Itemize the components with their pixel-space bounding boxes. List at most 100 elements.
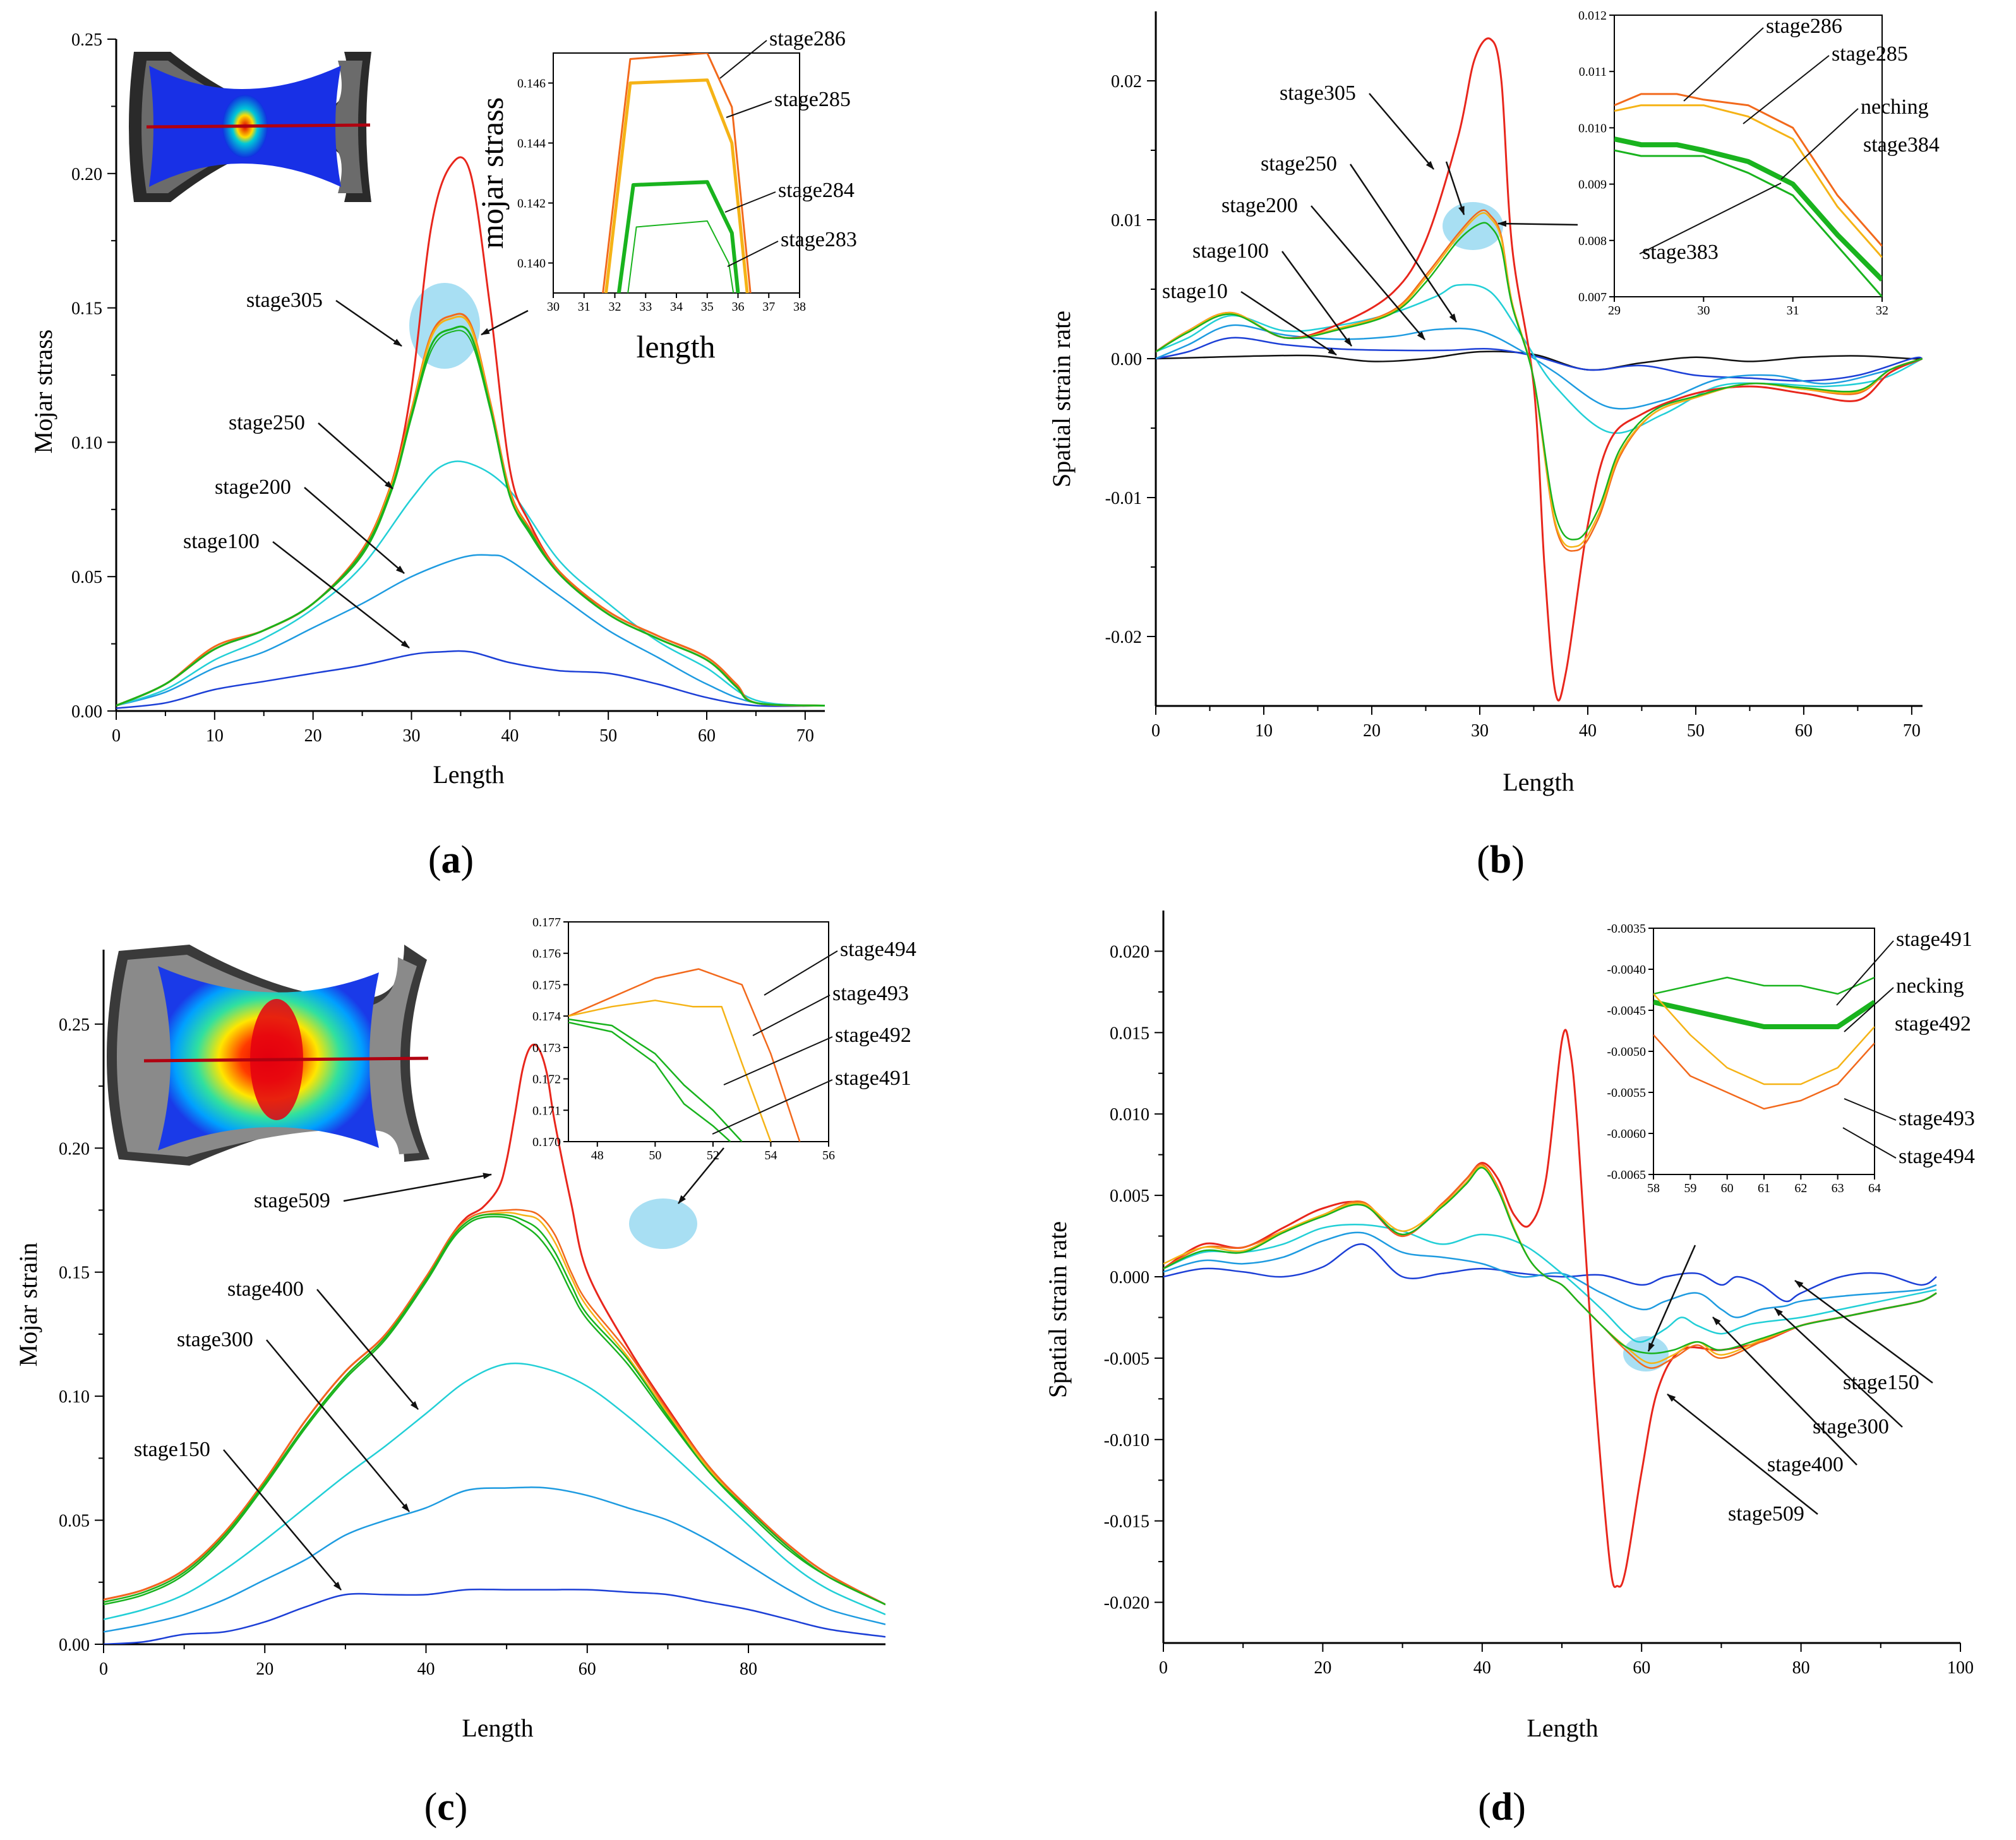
annotation-stage400: stage400 — [1767, 1453, 1844, 1476]
annotation-arrow — [1369, 93, 1434, 170]
axes-a: 0 10 20 30 40 50 60 70 0.00 0.05 0.10 0.15 0.20 0.25 — [71, 30, 825, 746]
series-line-stage494 — [104, 1209, 885, 1606]
annotation-arrow — [678, 1147, 724, 1204]
series-line-stage300 — [104, 1486, 885, 1633]
axis-a-y-tick-label: 0.10 — [71, 433, 102, 453]
series-line-stage284 — [116, 325, 825, 707]
axes-d: 0 20 40 60 80 100 -0.020 -0.015 -0.010 -0.005 0.00… — [1104, 911, 1974, 1678]
highlight-ellipse-c — [629, 1198, 697, 1249]
inset-c-x-tick-label: 54 — [764, 1149, 777, 1162]
axis-b-x-tick-label: 50 — [1687, 721, 1705, 741]
inset-c-y-tick-label: 0.175 — [532, 978, 561, 992]
inset-b-y-tick-label: 0.010 — [1578, 121, 1607, 135]
axis-a-x-tick-label: 70 — [796, 726, 814, 746]
annotation-arrow — [1647, 1245, 1696, 1352]
axis-a-x-tick-label: 30 — [403, 726, 421, 746]
annotation-arrow — [1497, 220, 1578, 227]
inset-a-x-tick-label: 35 — [701, 300, 714, 314]
axis-b-y-tick-label: -0.02 — [1105, 628, 1142, 647]
inset-c-x-tick-label: 50 — [649, 1149, 661, 1162]
inset-d-y-tick-label: -0.0050 — [1607, 1045, 1646, 1059]
series-line-stage10 — [1156, 350, 1923, 371]
inset-annotation-leader — [719, 40, 767, 79]
inset-c-y-tick-label: 0.172 — [532, 1073, 561, 1087]
inset-annotation-leader — [1743, 55, 1830, 124]
annotation-stage300: stage300 — [177, 1328, 253, 1351]
axis-a-y-tick-label: 0.15 — [71, 299, 102, 319]
y-axis-label-c: Mojar strain — [14, 1243, 42, 1367]
inset-annotation-stage384: stage384 — [1863, 133, 1940, 157]
inset-a-x-tick-label: 36 — [732, 300, 745, 314]
annotation-stage250: stage250 — [1261, 152, 1337, 176]
annotation-stage509: stage509 — [1728, 1502, 1804, 1526]
inset-d-y-tick-label: -0.0035 — [1607, 922, 1646, 936]
series-line-stage400 — [104, 1362, 885, 1620]
inset-series-line-stage493 — [568, 1000, 772, 1142]
annotation-stage150: stage150 — [1843, 1371, 1919, 1394]
series-line-stage300 — [1163, 1231, 1937, 1318]
axis-a-y-tick-label: 0.05 — [71, 568, 102, 587]
inset-d: 58 59 60 61 62 63 64 -0.0035 -0.0040 -0.0045 -0.00… — [1607, 922, 1975, 1195]
axis-b-y-tick-label: 0.02 — [1111, 72, 1142, 92]
inset-series-line-stage494 — [1653, 1034, 1875, 1110]
annotation-stage400: stage400 — [227, 1277, 304, 1301]
annotation-arrow — [1667, 1394, 1818, 1515]
y-axis-label-b: Spatial strain rate — [1047, 311, 1076, 487]
axis-c-y-tick-label: 0.25 — [59, 1015, 90, 1035]
inset-annotation-stage494: stage494 — [840, 938, 916, 961]
inset-annotation-neching: neching — [1861, 95, 1929, 119]
inset-series-line-stage491 — [1653, 976, 1875, 995]
axis-d-y-tick-label: 0.020 — [1110, 942, 1149, 962]
inset-a-y-tick-label: 0.146 — [517, 77, 546, 91]
axes-c: 0 20 40 60 80 0.00 0.05 0.10 0.15 0.20 0.25 — [59, 950, 885, 1679]
axis-a-x-tick-label: 20 — [304, 726, 322, 746]
panel-label-b: (b) — [1477, 839, 1525, 881]
series-line-stage400 — [1163, 1223, 1937, 1343]
inset-annotation-stage494: stage494 — [1899, 1145, 1975, 1168]
inset-annotation-stage493: stage493 — [1899, 1107, 1975, 1130]
inset-annotation-leader — [1780, 108, 1859, 180]
annotation-stage509: stage509 — [254, 1189, 330, 1212]
inset-b-y-tick-label: 0.008 — [1578, 234, 1607, 248]
series-line-stage250 — [1156, 284, 1923, 434]
series-line-stage493 — [104, 1212, 885, 1606]
axis-a-y-tick-label: 0.00 — [71, 702, 102, 722]
inset-a-x-tick-label: 34 — [670, 300, 683, 314]
x-axis-label-b: Length — [1503, 768, 1574, 796]
axis-a-x-tick-label: 0 — [112, 726, 121, 746]
inset-annotation-stage493: stage493 — [832, 982, 909, 1005]
specimen-heatmap-c — [107, 945, 429, 1166]
inset-d-y-tick-label: -0.0045 — [1607, 1004, 1646, 1018]
annotation-arrow — [1794, 1279, 1933, 1384]
inset-series-line-stage286 — [602, 53, 752, 293]
axis-b-x-tick-label: 30 — [1471, 721, 1489, 741]
annotation-arrow — [1712, 1317, 1857, 1466]
inset-c-y-tick-label: 0.171 — [532, 1104, 561, 1118]
annotation-arrow — [223, 1449, 342, 1591]
axes-b: 0 10 20 30 40 50 60 70 -0.02 -0.01 0.00 0.01 0.02 — [1105, 11, 1923, 741]
inset-d-x-tick-label: 60 — [1721, 1181, 1734, 1195]
series-line-stage305 — [1156, 37, 1923, 702]
annotation-stage100: stage100 — [1192, 239, 1269, 263]
panel-label-d: (d) — [1478, 1786, 1526, 1829]
inset-annotation-leader — [723, 1036, 833, 1085]
annotation-stage100: stage100 — [183, 530, 260, 553]
axis-d-y-tick-label: 0.005 — [1110, 1186, 1149, 1206]
annotation-stage200: stage200 — [215, 475, 291, 499]
annotation-arrow — [1774, 1308, 1903, 1428]
inset-annotation-stage285: stage285 — [774, 88, 851, 111]
x-axis-label-a: Length — [433, 760, 504, 789]
inset-b-y-tick-label: 0.009 — [1578, 178, 1607, 192]
inset-series-line-stage491 — [568, 1021, 731, 1142]
inset-annotation-leader — [1842, 1127, 1897, 1159]
inset-c-x-tick-label: 56 — [822, 1149, 835, 1162]
annotation-arrow — [1240, 290, 1337, 356]
inset-a-x-tick-label: 38 — [793, 300, 806, 314]
axis-c-y-tick-label: 0.00 — [59, 1635, 90, 1655]
annotation-arrow — [481, 309, 529, 336]
inset-a-x-tick-label: 31 — [578, 300, 591, 314]
panel-label-c: (c) — [424, 1786, 468, 1829]
inset-a-x-tick-label: 33 — [639, 300, 652, 314]
annotation-arrow — [1311, 205, 1425, 340]
